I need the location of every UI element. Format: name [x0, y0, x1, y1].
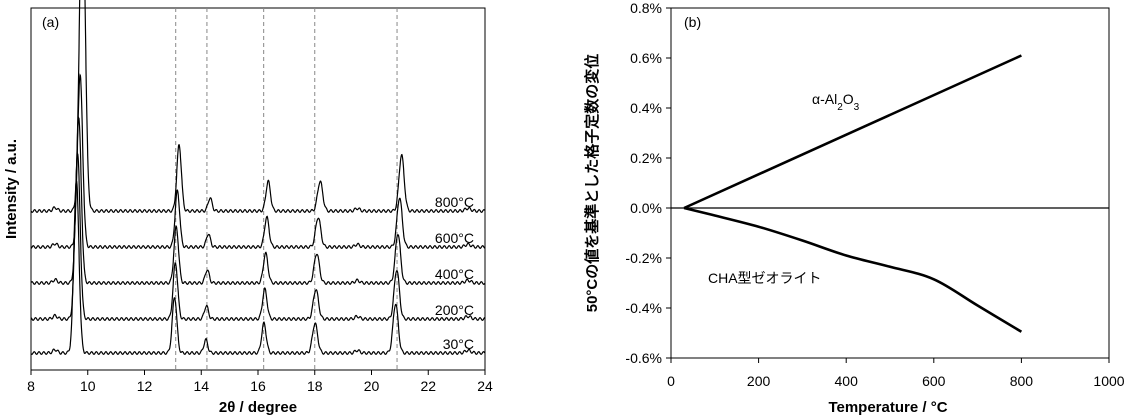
x-axis-title-b: Temperature / °C: [828, 399, 947, 416]
temperature-label: 800°C: [435, 194, 474, 210]
panel-a-xrd-chart: 800°C 600°C 400°C 200°C 30°C 8 10 12 14 16 18 20 22…: [3, 0, 493, 416]
panel-b-lattice-chart: -0.6% -0.4% -0.2% 0.0% 0.2% 0.4% 0.6% 0.8% 0 200…: [583, 0, 1125, 416]
panel-b-frame: [670, 7, 1110, 359]
x-tick-label: 16: [250, 378, 266, 394]
y-tick-label: 0.6%: [630, 50, 662, 66]
x-tick-label: 400: [835, 373, 859, 389]
temperature-label: 600°C: [435, 230, 474, 246]
x-tick-label: 800: [1010, 373, 1034, 389]
x-tick-label: 22: [420, 378, 436, 394]
xrd-pattern-line: [30, 151, 485, 321]
y-tick-label: 0.8%: [630, 0, 662, 16]
y-tick-label: -0.6%: [625, 350, 662, 366]
lattice-series: [683, 54, 1023, 333]
xrd-pattern-line: [30, 73, 486, 249]
x-tick-label: 20: [364, 378, 380, 394]
x-tick-label: 1000: [1093, 373, 1124, 389]
x-tick-label: 0: [667, 373, 675, 389]
y-tick-label: 0.4%: [630, 100, 662, 116]
x-axis-ticks: 0 200 400 600 800 1000: [667, 358, 1125, 389]
x-tick-label: 200: [747, 373, 771, 389]
x-tick-label: 10: [80, 378, 96, 394]
y-tick-label: -0.4%: [625, 300, 662, 316]
y-tick-label: 0.0%: [630, 200, 662, 216]
y-axis-title-a: Intensity / a.u.: [3, 139, 20, 239]
x-axis-title-a: 2θ / degree: [219, 399, 297, 416]
series-line-alumina: [683, 54, 1022, 210]
x-tick-label: 24: [477, 378, 493, 394]
series-label-cha-zeolite: CHA型ゼオライト: [708, 270, 822, 286]
x-tick-label: 18: [307, 378, 323, 394]
xrd-pattern-line: [30, 116, 486, 285]
temperature-label: 200°C: [435, 302, 474, 318]
x-tick-label: 12: [137, 378, 153, 394]
y-axis-ticks: -0.6% -0.4% -0.2% 0.0% 0.2% 0.4% 0.6% 0.8%: [625, 0, 671, 366]
x-tick-label: 600: [922, 373, 946, 389]
panel-a-label: (a): [42, 14, 59, 30]
x-tick-label: 14: [193, 378, 209, 394]
x-tick-label: 8: [27, 378, 35, 394]
series-line-cha-zeolite: [683, 206, 1023, 333]
xrd-pattern-line: [30, 0, 486, 213]
panel-b-label: (b): [684, 14, 701, 30]
y-tick-label: 0.2%: [630, 150, 662, 166]
panel-a-frame: [30, 7, 486, 371]
xrd-patterns: [30, 0, 486, 355]
xrd-pattern-line: [30, 178, 486, 355]
series-label-alumina: α-Al2O3: [812, 91, 860, 113]
y-tick-label: -0.2%: [625, 250, 662, 266]
x-axis-ticks: 8 10 12 14 16 18 20 22 24: [27, 370, 493, 394]
y-axis-title-b: 50°Cの値を基準とした格子定数の変位: [583, 54, 601, 313]
temperature-labels: 800°C 600°C 400°C 200°C 30°C: [435, 194, 474, 352]
temperature-label: 30°C: [443, 336, 474, 352]
temperature-label: 400°C: [435, 266, 474, 282]
